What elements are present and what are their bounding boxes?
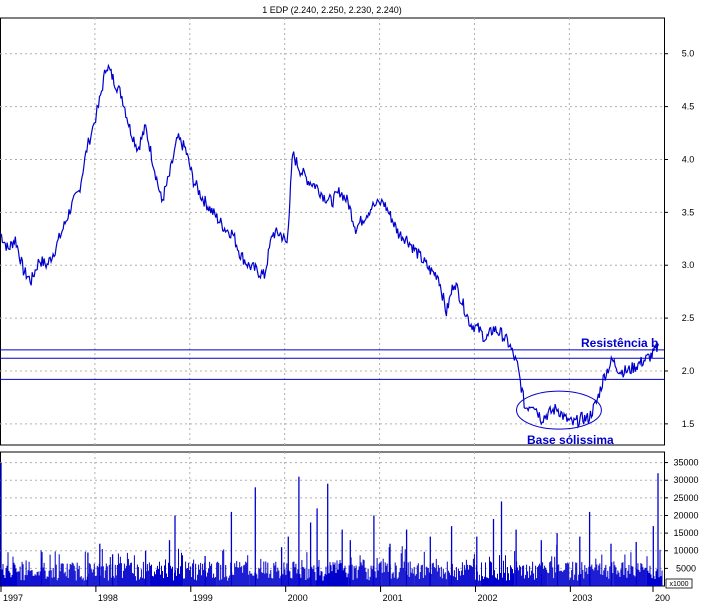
volume-unit-box: [665, 578, 693, 589]
x-tick-label: 2000: [288, 593, 308, 603]
price-y-tick-label: 1.5: [682, 419, 695, 429]
x-tick-label: 2001: [383, 593, 403, 603]
chart-title: 1 EDP (2.240, 2.250, 2.230, 2.240): [262, 5, 401, 15]
x-tick-label: 200: [655, 593, 670, 603]
volume-unit-label: x1000: [669, 581, 688, 588]
price-y-tick-label: 2.0: [682, 366, 695, 376]
volume-y-tick-label: 25000: [673, 493, 698, 503]
price-y-tick-label: 4.5: [682, 102, 695, 112]
price-y-tick-label: 3.0: [682, 260, 695, 270]
annotation-resistance: Resistência b: [581, 336, 658, 350]
x-axis: 1997 1998 1999 2000 2001 2002 2003 200: [0, 586, 670, 603]
volume-y-tick-label: 10000: [673, 546, 698, 556]
volume-y-tick-label: 35000: [673, 458, 698, 468]
volume-y-tick-label: 30000: [673, 475, 698, 485]
x-tick-label: 1997: [3, 593, 23, 603]
price-y-tick-label: 5.0: [682, 49, 695, 59]
x-tick-label: 1999: [193, 593, 213, 603]
price-y-tick-label: 4.0: [682, 154, 695, 164]
x-tick-label: 2002: [477, 593, 497, 603]
price-panel: 1.5 2.0 2.5 3.0 3.5 4.0 4.5 5.0 Resistência b Bas…: [0, 17, 695, 447]
x-tick-label: 2003: [572, 593, 592, 603]
x-tick-label: 1998: [98, 593, 118, 603]
volume-y-tick-label: 20000: [673, 510, 698, 520]
volume-y-tick-label: 5000: [676, 563, 696, 573]
price-y-tick-label: 2.5: [682, 313, 695, 323]
volume-panel: 5000 10000 15000 20000 25000 30000 35000 x1000: [0, 451, 699, 589]
price-y-tick-label: 3.5: [682, 207, 695, 217]
price-series-line: [0, 63, 660, 429]
base-ellipse: [516, 390, 602, 430]
annotation-base: Base sólissima: [527, 433, 614, 447]
volume-y-tick-label: 15000: [673, 528, 698, 538]
price-frame: [0, 17, 665, 446]
